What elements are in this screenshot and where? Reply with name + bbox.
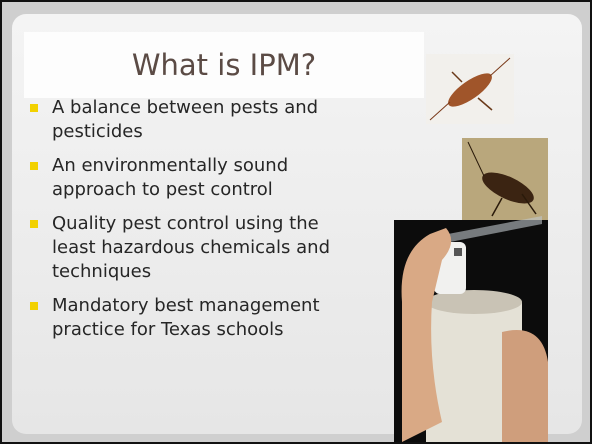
page: What is IPM? A balance between pests and…: [0, 0, 592, 444]
spray-can-photo: [394, 216, 548, 442]
pictures: [2, 2, 590, 442]
cockroach-photo-1: [426, 54, 514, 124]
slide-frame: What is IPM? A balance between pests and…: [0, 0, 592, 444]
cockroach-photo-2: [462, 138, 548, 220]
